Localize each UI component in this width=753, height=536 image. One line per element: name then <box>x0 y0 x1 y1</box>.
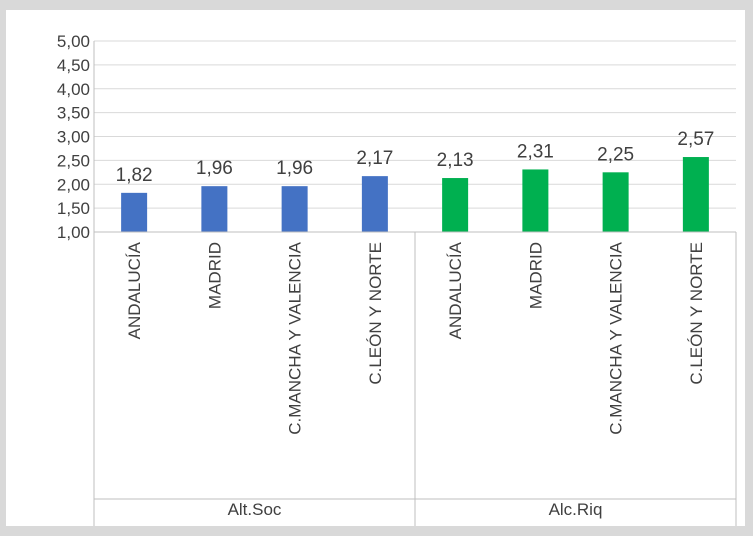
data-label: 2,17 <box>356 148 393 169</box>
bar <box>281 186 308 232</box>
gridlines <box>94 40 736 233</box>
category-label: C.LEÓN Y NORTE <box>366 242 385 385</box>
category-label: ANDALUCÍA <box>125 241 144 339</box>
y-tick-label: 1,50 <box>57 199 90 218</box>
data-label: 1,96 <box>196 158 233 179</box>
data-label: 1,96 <box>276 158 313 179</box>
y-tick-label: 1,00 <box>57 223 90 242</box>
category-label: MADRID <box>526 242 545 309</box>
bar <box>602 172 629 232</box>
y-tick-label: 4,50 <box>57 56 90 75</box>
bar <box>121 192 148 232</box>
bar <box>361 176 388 232</box>
category-label: MADRID <box>205 242 224 309</box>
category-label: C.MANCHA Y VALENCIA <box>286 241 305 434</box>
bar <box>442 178 469 232</box>
chart-area: 1,00 1,50 2,00 2,50 3,00 3,50 4,00 4,50 5,00 1,82… <box>6 10 745 526</box>
category-label: C.LEÓN Y NORTE <box>687 242 706 385</box>
y-tick-label: 3,00 <box>57 128 90 147</box>
data-label: 2,13 <box>437 150 474 171</box>
axes <box>93 41 737 526</box>
bar <box>201 186 228 232</box>
data-label: 2,31 <box>517 141 554 162</box>
data-label: 2,25 <box>597 144 634 165</box>
labels: 1,00 1,50 2,00 2,50 3,00 3,50 4,00 4,50 5,00 1,82… <box>57 32 714 519</box>
bars <box>121 157 709 232</box>
y-tick-label: 5,00 <box>57 32 90 51</box>
data-label: 2,57 <box>677 129 714 150</box>
data-label: 1,82 <box>116 165 153 186</box>
y-tick-label: 4,00 <box>57 80 90 99</box>
bar-chart: 1,00 1,50 2,00 2,50 3,00 3,50 4,00 4,50 5,00 1,82… <box>57 32 737 526</box>
bar <box>682 157 709 232</box>
bar <box>522 169 549 232</box>
y-tick-label: 2,50 <box>57 151 90 170</box>
category-label: C.MANCHA Y VALENCIA <box>607 241 626 434</box>
y-tick-label: 2,00 <box>57 175 90 194</box>
group-label: Alc.Riq <box>549 500 603 519</box>
group-label: Alt.Soc <box>228 500 282 519</box>
category-label: ANDALUCÍA <box>446 241 465 339</box>
y-tick-label: 3,50 <box>57 104 90 123</box>
